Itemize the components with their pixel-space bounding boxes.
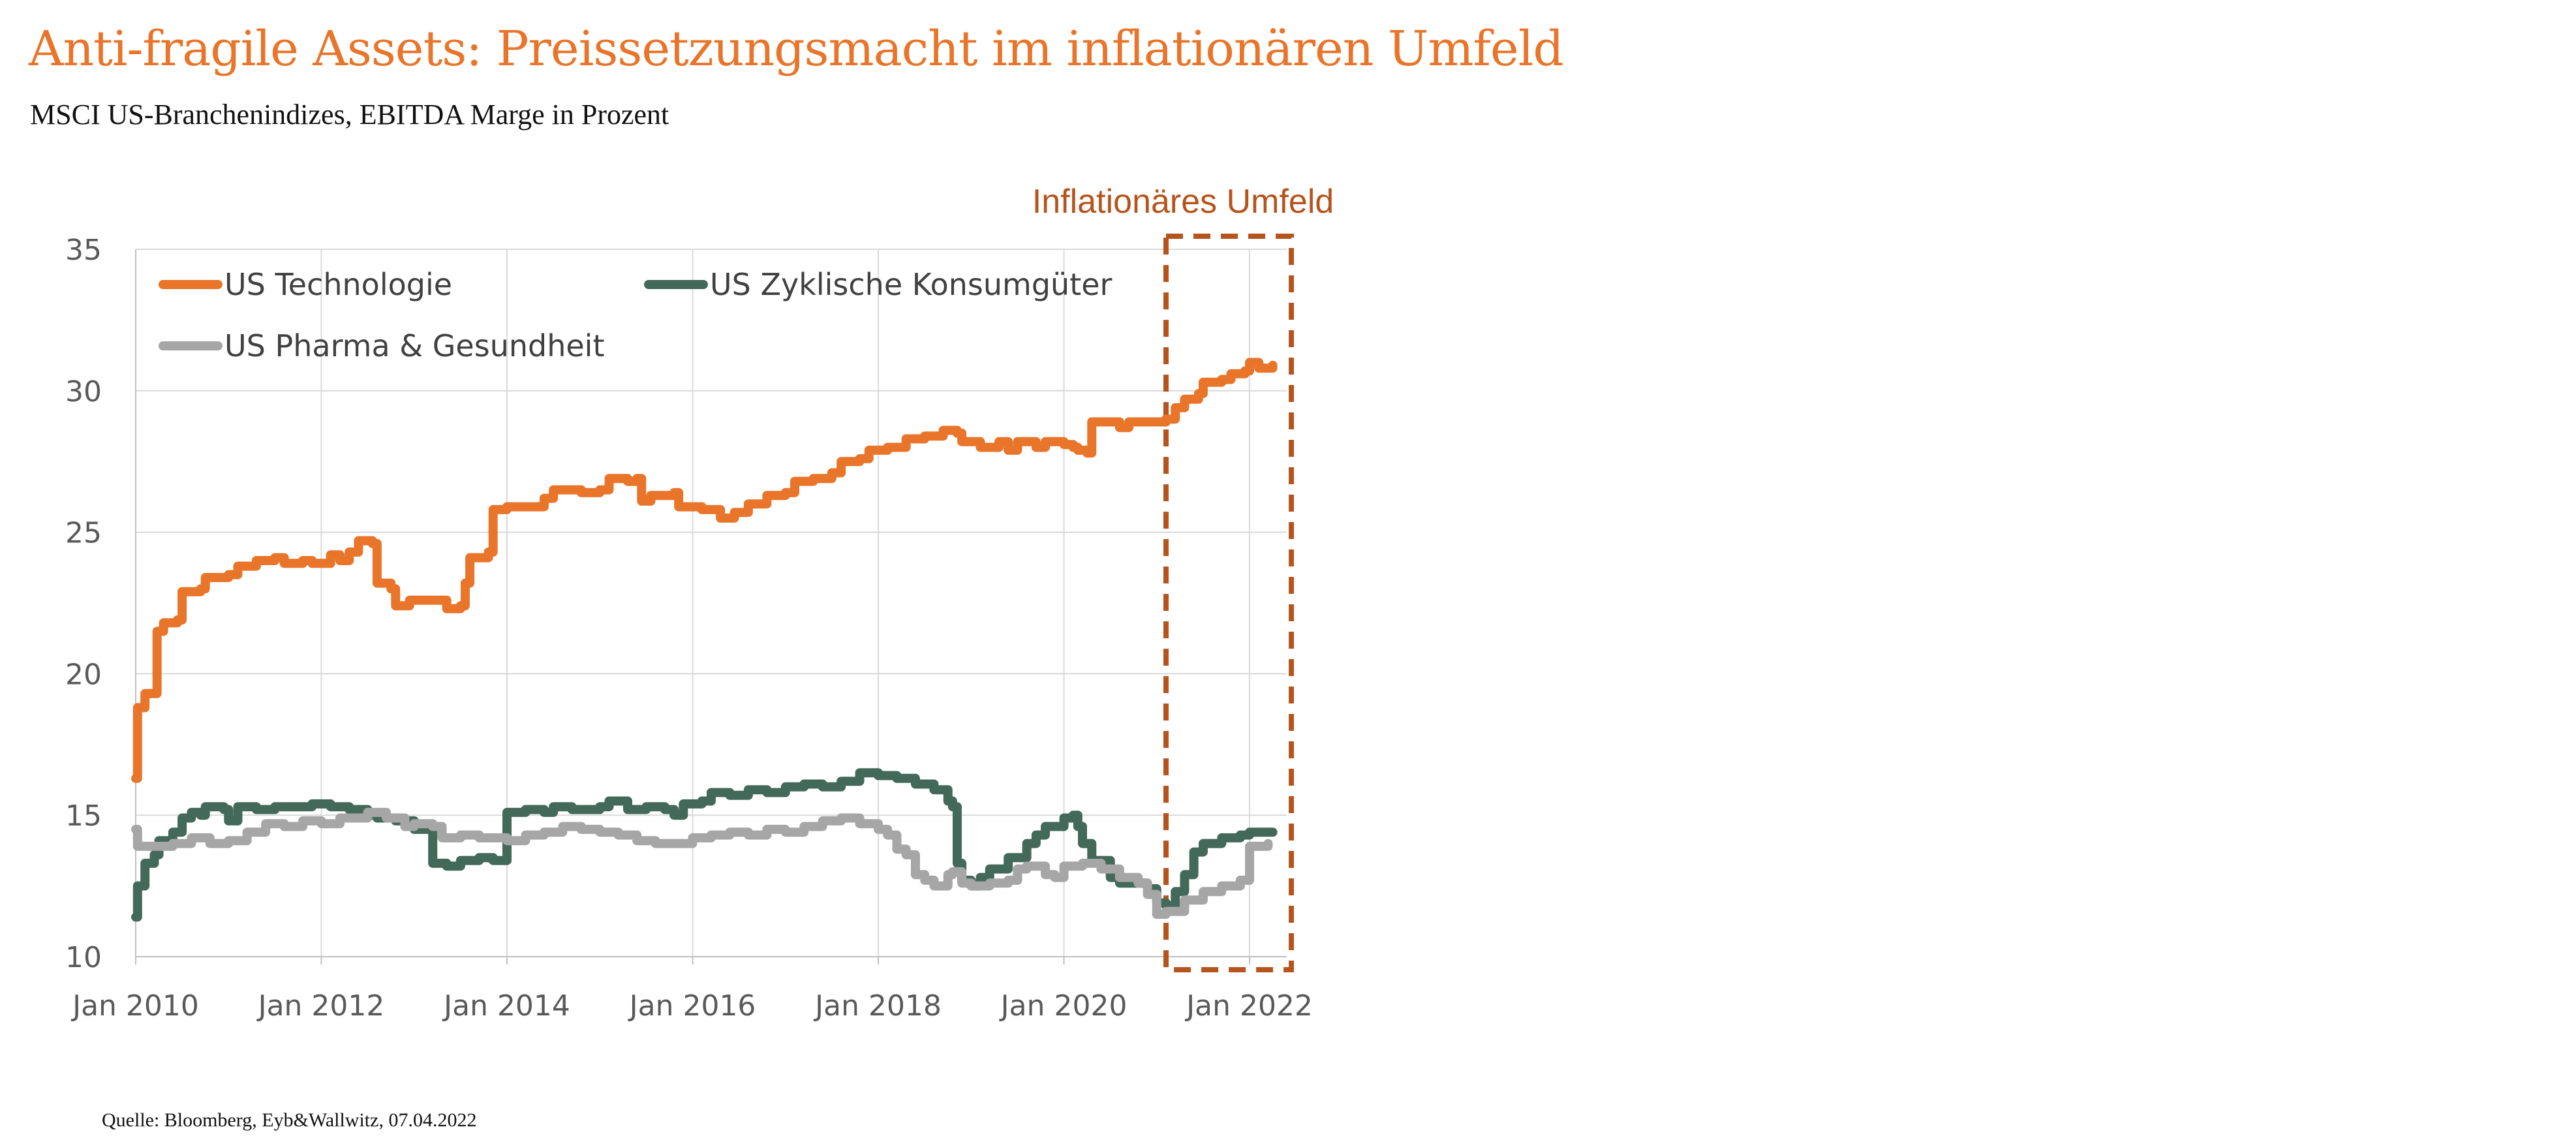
annotation-label: Inflationäres Umfeld [1032,183,1334,221]
y-tick-label: 15 [65,799,102,833]
legend-label-2: US Zyklische Konsumgüter [710,267,1112,302]
series-line-3 [131,807,1273,919]
chart-title: Anti-fragile Assets: Preissetzungsmacht … [29,21,1564,77]
annotation-box [1163,234,1295,972]
legend-label-3: US Pharma & Gesundheit [224,328,604,363]
x-tick-label: Jan 2016 [628,989,756,1023]
x-tick-label: Jan 2018 [813,989,942,1023]
x-tick-label: Jan 2020 [999,989,1127,1023]
chart-subtitle: MSCI US-Branchenindizes, EBITDA Marge in… [30,99,669,131]
y-tick-label: 20 [65,658,102,691]
x-tick-label: Jan 2014 [442,989,570,1023]
y-axis-tick-labels: 10 15 20 25 30 35 [65,234,102,974]
legend: US Technologie US Zyklische Konsumgüter US… [159,267,1112,363]
y-tick-label: 10 [65,941,102,974]
x-axis-tick-labels: Jan 2010 Jan 2012 Jan 2014 Jan 2016 Jan 2018… [70,989,1313,1023]
legend-label-1: US Technologie [224,267,452,302]
x-tick-label: Jan 2012 [256,989,385,1023]
y-tick-label: 30 [65,375,102,409]
inflation-annotation: Inflationäres Umfeld [1032,183,1334,972]
series-line-1 [131,358,1278,783]
y-tick-label: 25 [65,517,102,550]
y-tick-label: 35 [65,234,102,267]
series-lines [131,358,1278,922]
source-note: Quelle: Bloomberg, Eyb&Wallwitz, 07.04.2… [102,1109,477,1131]
x-tick-label: Jan 2010 [70,989,199,1023]
series-line-2 [131,768,1278,922]
x-tick-label: Jan 2022 [1184,989,1313,1023]
